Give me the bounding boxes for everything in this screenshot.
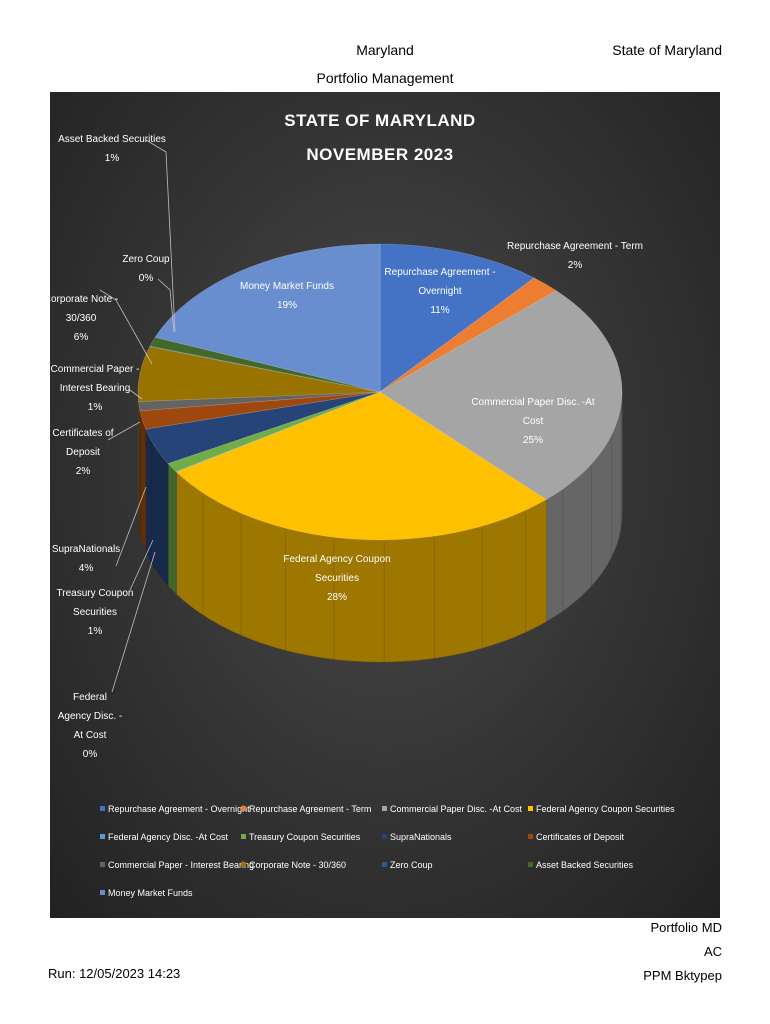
slice-label-federal-agency-disc-at-cost: Federal Agency Disc. -At Cost 0%: [58, 692, 122, 760]
legend-label-repurchase-agreement-term: Repurchase Agreement - Term: [249, 804, 371, 814]
leader-line-federal-agency-disc-at-cost: [111, 551, 156, 693]
legend-label-federal-agency-disc-at-cost: Federal Agency Disc. -At Cost: [108, 832, 229, 842]
slice-label-supranationals: SupraNationals 4%: [52, 544, 120, 574]
legend-swatch-treasury-coupon-securities: [241, 834, 246, 839]
slice-label-commercial-paper-disc-at-cost: Commercial Paper Disc. -At Cost 25%: [471, 397, 595, 446]
pie-depth: [137, 391, 623, 663]
legend-label-commercial-paper-disc-at-cost: Commercial Paper Disc. -At Cost: [390, 804, 523, 814]
pie-slice-money-market-funds: [154, 243, 381, 393]
pie-slice-corporate-note-30-360: [137, 346, 381, 402]
slice-label-money-market-funds: Money Market Funds 19%: [240, 281, 334, 311]
legend-swatch-commercial-paper-interest-bearing: [100, 862, 105, 867]
leader-line-zero-coup: [157, 278, 175, 333]
legend-swatch-repurchase-agreement-overnight: [100, 806, 105, 811]
leader-line-asset-backed-securities: [145, 139, 176, 333]
slice-label-commercial-paper-interest-bearing: Commercial Paper -Interest Bearing 1%: [51, 364, 140, 413]
footer-code: AC: [703, 944, 722, 959]
legend-swatch-certificates-of-deposit: [528, 834, 533, 839]
footer-portfolio: Portfolio MD: [650, 920, 722, 935]
legend-label-treasury-coupon-securities: Treasury Coupon Securities: [249, 832, 361, 842]
legend-label-repurchase-agreement-overnight: Repurchase Agreement - Overnight: [108, 804, 250, 814]
legend-swatch-federal-agency-coupon-securities: [528, 806, 533, 811]
legend-swatch-zero-coup: [382, 862, 387, 867]
pie-slice-commercial-paper-disc-at-cost: [379, 290, 623, 500]
page-subtitle: Portfolio Management: [316, 70, 454, 86]
pie-slice-federal-agency-disc-at-cost: [175, 391, 381, 473]
chart-legend: Repurchase Agreement - Overnight Repurcha…: [100, 804, 675, 898]
legend-label-certificates-of-deposit: Certificates of Deposit: [536, 832, 625, 842]
slice-label-certificates-of-deposit: Certificates of Deposit 2%: [52, 428, 113, 477]
slice-label-repurchase-agreement-overnight: Repurchase Agreement -Overnight 11%: [384, 267, 495, 316]
chart-panel: STATE OF MARYLAND NOVEMBER 2023 Repurcha…: [50, 92, 720, 918]
leader-line-corporate-note-30-360: [99, 289, 153, 365]
leader-line-commercial-paper-interest-bearing: [129, 389, 143, 400]
slice-label-zero-coup: Zero Coup 0%: [122, 254, 170, 284]
legend-label-supranationals: SupraNationals: [390, 832, 452, 842]
legend-swatch-money-market-funds: [100, 890, 105, 895]
legend-label-corporate-note-30-360: Corporate Note - 30/360: [249, 860, 346, 870]
page-title: Maryland: [356, 42, 414, 58]
footer-type: PPM Bktypep: [643, 968, 722, 983]
pie-slice-commercial-paper-interest-bearing: [138, 391, 381, 412]
slice-label-treasury-coupon-securities: Treasury Coupon Securities 1%: [57, 588, 134, 637]
legend-label-zero-coup: Zero Coup: [390, 860, 433, 870]
slice-label-corporate-note-30-360: Corporate Note -30/360 6%: [50, 294, 118, 343]
legend-swatch-federal-agency-disc-at-cost: [100, 834, 105, 839]
slice-label-federal-agency-coupon-securities: Federal Agency Coupon Securities 28%: [283, 554, 390, 603]
pie-slice-supranationals: [145, 391, 381, 464]
label-leader-lines: [99, 139, 176, 693]
run-timestamp: Run: 12/05/2023 14:23: [48, 966, 181, 981]
legend-label-federal-agency-coupon-securities: Federal Agency Coupon Securities: [536, 804, 675, 814]
pie-slices: [137, 243, 623, 541]
header-state: State of Maryland: [612, 42, 722, 58]
legend-swatch-corporate-note-30-360: [241, 862, 246, 867]
pie-slice-certificates-of-deposit: [139, 391, 381, 430]
legend-swatch-supranationals: [382, 834, 387, 839]
pie-side-treasury-coupon-securities: [167, 462, 177, 595]
pie-slice-repurchase-agreement-overnight: [379, 243, 535, 393]
legend-swatch-commercial-paper-disc-at-cost: [382, 806, 387, 811]
chart-title-line1: STATE OF MARYLAND: [284, 111, 475, 130]
legend-label-money-market-funds: Money Market Funds: [108, 888, 193, 898]
leader-line-treasury-coupon-securities: [129, 539, 154, 591]
leader-line-certificates-of-deposit: [107, 421, 141, 441]
slice-label-asset-backed-securities: Asset Backed Securities 1%: [58, 134, 166, 164]
pie-side-corporate-note-30-360: [137, 391, 139, 524]
pie-slice-treasury-coupon-securities: [167, 391, 381, 472]
pie-slice-repurchase-agreement-term: [379, 277, 557, 393]
pie-slice-asset-backed-securities: [149, 336, 381, 393]
slice-labels: Repurchase Agreement -Overnight 11% Repurc…: [50, 134, 643, 760]
chart-title-line2: NOVEMBER 2023: [306, 145, 453, 164]
pie-slice-federal-agency-coupon-securities: [175, 391, 547, 541]
legend-swatch-asset-backed-securities: [528, 862, 533, 867]
slice-label-repurchase-agreement-term: Repurchase Agreement - Term 2%: [507, 241, 643, 271]
legend-label-commercial-paper-interest-bearing: Commercial Paper - Interest Bearing: [108, 860, 254, 870]
pie-chart: STATE OF MARYLAND NOVEMBER 2023 Repurcha…: [50, 111, 675, 898]
pie-slice-zero-coup: [149, 345, 381, 393]
legend-swatch-repurchase-agreement-term: [241, 806, 246, 811]
pie-side-certificates-of-deposit: [139, 410, 146, 552]
leader-line-supranationals: [115, 486, 147, 567]
legend-label-asset-backed-securities: Asset Backed Securities: [536, 860, 634, 870]
